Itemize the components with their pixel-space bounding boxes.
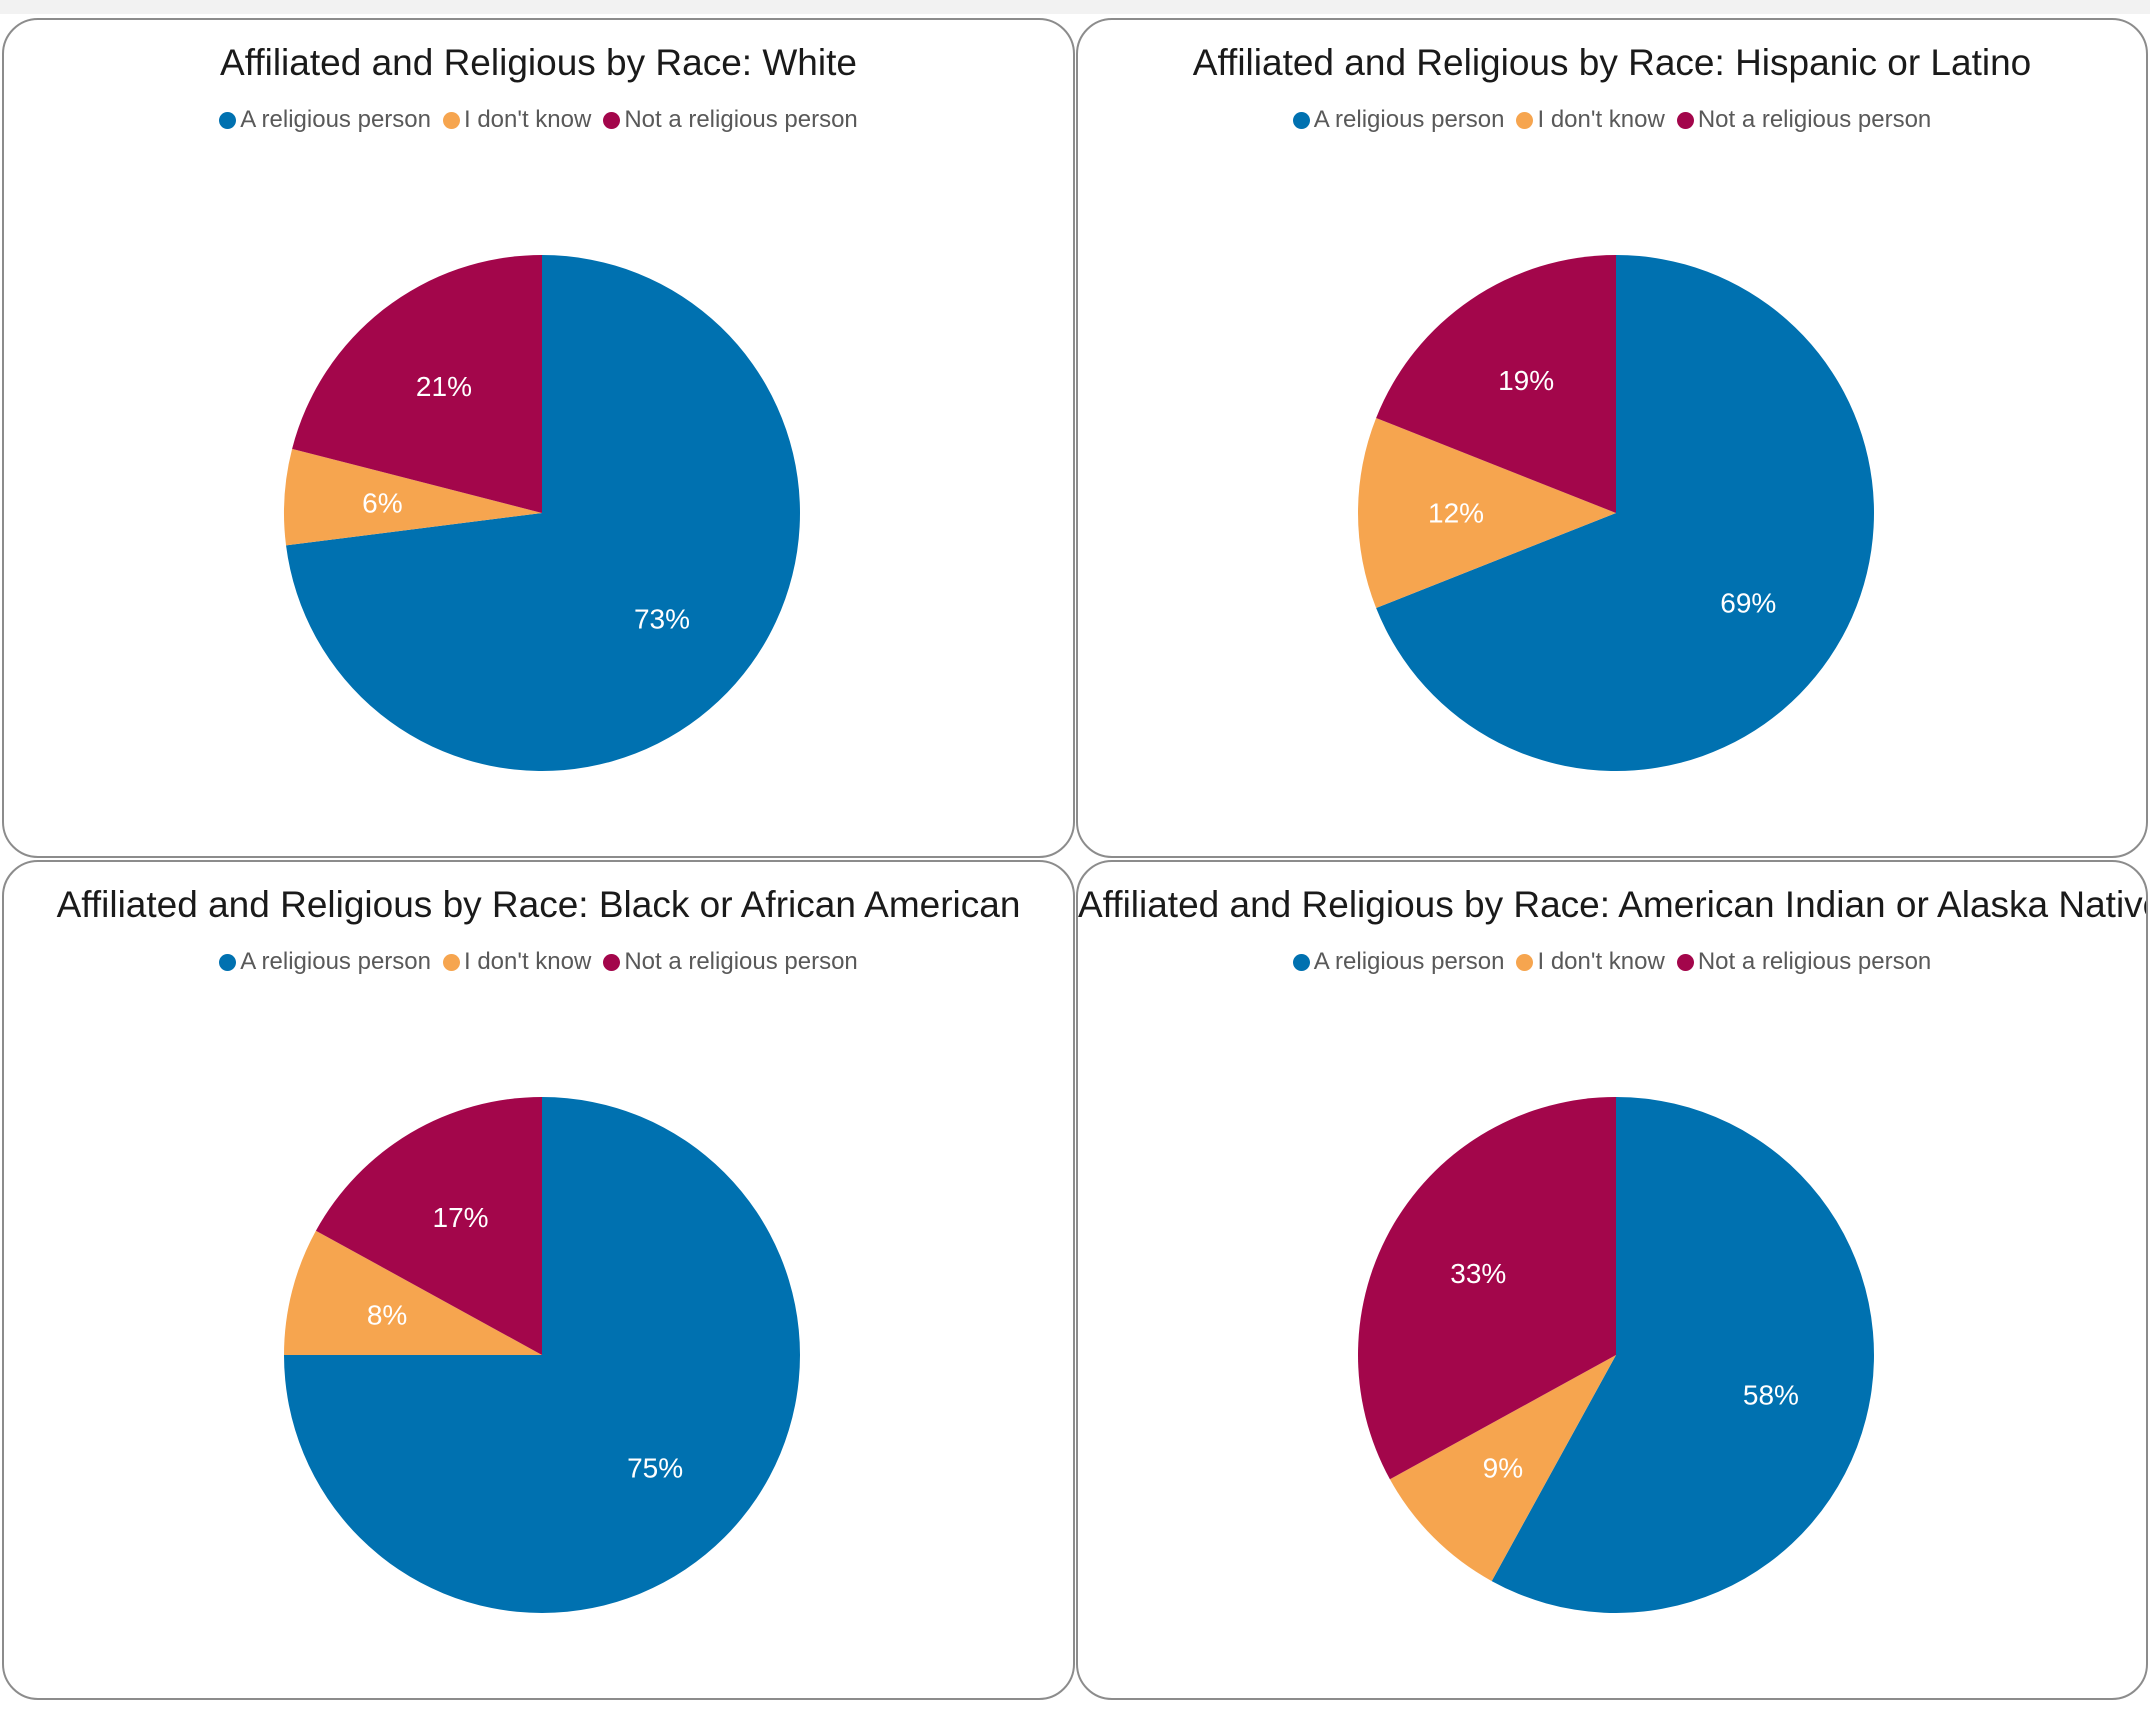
chart-title: Affiliated and Religious by Race: Hispan… — [1192, 42, 2032, 83]
legend-item-religious: A religious person — [219, 106, 431, 134]
data-label-dont-know: 9% — [1483, 1453, 1523, 1484]
chart-title: Affiliated and Religious by Race: Americ… — [1078, 884, 2148, 925]
data-label-dont-know: 12% — [1428, 498, 1484, 529]
pie-slice-religious — [286, 255, 800, 772]
legend-item-not-religious: Not a religious person — [603, 106, 858, 134]
pie-slice-religious — [1376, 254, 1875, 771]
pie-chart: 69% 12% 19% — [1358, 254, 1875, 771]
legend-item-dont-know: I don't know — [1516, 106, 1665, 134]
legend-label: I don't know — [1537, 948, 1665, 975]
pie-slice-not-religious — [315, 1097, 542, 1355]
pie-slice-religious — [1491, 1097, 1874, 1613]
legend-label: A religious person — [1313, 106, 1505, 133]
legend-label: Not a religious person — [624, 948, 858, 975]
legend-swatch-dont-know — [442, 111, 460, 129]
pie-chart: 58% 9% 33% — [1357, 1097, 1874, 1613]
data-label-religious: 75% — [627, 1453, 683, 1484]
legend-item-dont-know: I don't know — [442, 106, 592, 134]
pie-slice-dont-know — [1389, 1355, 1616, 1582]
legend-item-religious: A religious person — [1292, 948, 1505, 976]
legend-item-religious: A religious person — [219, 948, 431, 976]
legend-swatch-not-religious — [1676, 111, 1694, 129]
legend-item-not-religious: Not a religious person — [1676, 948, 1932, 976]
legend-swatch-dont-know — [1516, 111, 1534, 129]
legend-item-dont-know: I don't know — [1516, 948, 1665, 976]
chart-title: Affiliated and Religious by Race: White — [220, 42, 857, 83]
data-label-dont-know: 8% — [367, 1300, 407, 1331]
legend-swatch-not-religious — [1676, 953, 1694, 971]
legend-item-not-religious: Not a religious person — [603, 948, 858, 976]
data-label-religious: 58% — [1743, 1379, 1799, 1410]
pie-slice-not-religious — [292, 255, 542, 513]
legend-label: Not a religious person — [624, 106, 858, 133]
page-background-strip — [0, 0, 2150, 14]
legend-label: Not a religious person — [1697, 106, 1932, 133]
legend-label: A religious person — [240, 948, 431, 975]
pie-chart: 75% 8% 17% — [284, 1097, 800, 1613]
legend-swatch-religious — [219, 953, 237, 971]
chart-legend: A religious person I don't know Not a re… — [1078, 948, 2146, 976]
pie-chart: 73% 6% 21% — [283, 255, 800, 772]
legend-swatch-dont-know — [1516, 953, 1534, 971]
chart-legend: A religious person I don't know Not a re… — [4, 948, 1073, 976]
legend-item-religious: A religious person — [1292, 106, 1505, 134]
pie-slice-dont-know — [284, 1230, 542, 1355]
chart-panel-white: Affiliated and Religious by Race: White … — [2, 18, 1075, 858]
chart-legend: A religious person I don't know Not a re… — [1078, 106, 2146, 134]
chart-panel-black: Affiliated and Religious by Race: Black … — [2, 860, 1075, 1700]
legend-swatch-religious — [219, 111, 237, 129]
legend-label: A religious person — [1313, 948, 1505, 975]
chart-panel-american-indian: Affiliated and Religious by Race: Americ… — [1076, 860, 2148, 1700]
legend-label: I don't know — [463, 106, 592, 133]
data-label-religious: 73% — [634, 603, 690, 634]
pie-slice-not-religious — [1357, 1097, 1616, 1480]
legend-swatch-dont-know — [442, 953, 460, 971]
chart-legend: A religious person I don't know Not a re… — [4, 106, 1073, 134]
data-label-religious: 69% — [1720, 587, 1776, 618]
chart-title: Affiliated and Religious by Race: Black … — [56, 884, 1021, 925]
legend-swatch-religious — [1292, 111, 1310, 129]
data-label-dont-know: 6% — [362, 487, 402, 518]
legend-item-not-religious: Not a religious person — [1676, 106, 1932, 134]
data-label-not-religious: 21% — [416, 371, 472, 402]
pie-slice-dont-know — [1358, 418, 1616, 608]
legend-item-dont-know: I don't know — [442, 948, 592, 976]
chart-panel-hispanic: Affiliated and Religious by Race: Hispan… — [1076, 18, 2148, 858]
pie-slice-not-religious — [1376, 255, 1616, 513]
data-label-not-religious: 17% — [433, 1202, 489, 1233]
pie-slice-dont-know — [283, 448, 542, 546]
legend-label: I don't know — [463, 948, 592, 975]
data-label-not-religious: 19% — [1498, 365, 1554, 396]
legend-swatch-not-religious — [603, 953, 621, 971]
legend-label: A religious person — [240, 106, 431, 133]
legend-label: Not a religious person — [1697, 948, 1932, 975]
legend-swatch-not-religious — [603, 111, 621, 129]
legend-label: I don't know — [1537, 106, 1665, 133]
data-label-not-religious: 33% — [1450, 1258, 1506, 1289]
legend-swatch-religious — [1292, 953, 1310, 971]
